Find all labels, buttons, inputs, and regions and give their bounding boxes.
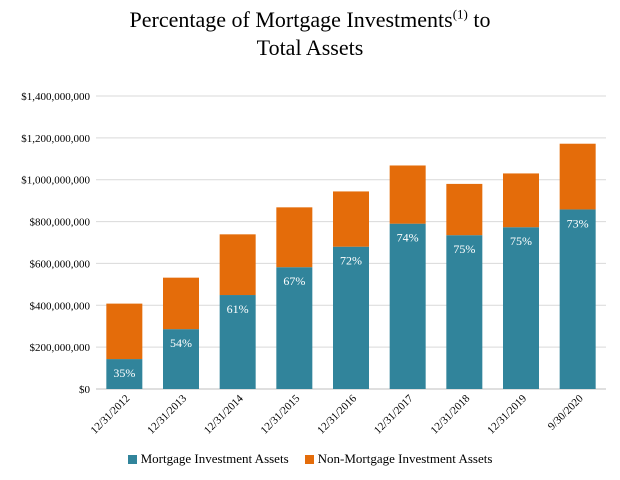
- x-tick-label: 12/31/2019: [485, 392, 529, 436]
- y-tick-label: $1,400,000,000: [21, 91, 90, 103]
- x-tick-label: 12/31/2015: [259, 392, 303, 436]
- bar-non-mortgage: [219, 234, 256, 296]
- chart-title: Percentage of Mortgage Investments(1) to…: [0, 6, 620, 62]
- bar-non-mortgage: [503, 173, 539, 228]
- x-tick-label: 12/31/2014: [202, 392, 246, 436]
- y-tick-label: $0: [79, 384, 91, 396]
- y-tick-label: $1,000,000,000: [21, 175, 90, 187]
- legend-item: Mortgage Investment Assets: [127, 451, 289, 467]
- x-tick-label: 12/31/2018: [429, 392, 473, 436]
- y-tick-label: $800,000,000: [30, 217, 91, 229]
- x-axis: 12/31/2012 12/31/2013 12/31/2014 12/31/2015…: [89, 392, 587, 436]
- legend: Mortgage Investment Assets Non-Mortgage I…: [0, 451, 620, 468]
- y-axis: $0 $200,000,000 $400,000,000 $600,000,000 $8…: [21, 91, 90, 396]
- bars: 35% 54% 61% 67% 72% 74% 75% 75% 73%: [106, 143, 596, 389]
- legend-label: Non-Mortgage Investment Assets: [317, 451, 493, 466]
- legend-item: Non-Mortgage Investment Assets: [304, 451, 493, 467]
- y-tick-label: $1,200,000,000: [21, 133, 90, 145]
- title-superscript: (1): [452, 6, 468, 22]
- title-main: Percentage of Mortgage Investments: [129, 7, 453, 32]
- chart-plot: $0 $200,000,000 $400,000,000 $600,000,000 $8…: [21, 91, 606, 437]
- legend-swatch: [127, 454, 137, 464]
- bar-mortgage: [559, 209, 596, 389]
- bar-mortgage: [219, 295, 256, 389]
- bar-non-mortgage: [559, 143, 596, 210]
- bar-non-mortgage: [446, 183, 483, 236]
- x-tick-label: 12/31/2013: [145, 392, 189, 436]
- data-label: 75%: [510, 234, 532, 248]
- bar-mortgage: [333, 246, 369, 389]
- title-end: to: [467, 7, 491, 32]
- data-label: 72%: [340, 254, 362, 268]
- bar-non-mortgage: [106, 303, 143, 360]
- data-label: 61%: [227, 302, 249, 316]
- bar-mortgage: [503, 227, 539, 389]
- bar-mortgage: [163, 329, 199, 389]
- data-label: 75%: [453, 242, 475, 256]
- bar-non-mortgage: [333, 191, 369, 247]
- bar-non-mortgage: [163, 277, 199, 330]
- data-label: 73%: [567, 216, 589, 230]
- x-tick-label: 12/31/2017: [372, 392, 416, 436]
- bar-mortgage: [276, 267, 313, 389]
- x-tick-label: 9/30/2020: [546, 392, 586, 432]
- data-label: 67%: [283, 274, 305, 288]
- legend-swatch: [304, 454, 314, 464]
- bar-mortgage: [446, 235, 483, 389]
- y-tick-label: $400,000,000: [30, 300, 91, 312]
- x-tick-label: 12/31/2016: [315, 392, 359, 436]
- bar-non-mortgage: [389, 165, 426, 224]
- y-tick-label: $200,000,000: [30, 342, 91, 354]
- legend-label: Mortgage Investment Assets: [140, 451, 289, 466]
- bar-non-mortgage: [276, 207, 313, 268]
- data-label: 54%: [170, 336, 192, 350]
- title-line-2: Total Assets: [256, 35, 364, 60]
- bar-mortgage: [106, 359, 143, 389]
- data-label: 74%: [397, 231, 419, 245]
- data-label: 35%: [113, 366, 135, 380]
- bar-mortgage: [389, 223, 426, 389]
- y-tick-label: $600,000,000: [30, 258, 91, 270]
- x-tick-label: 12/31/2012: [89, 393, 133, 437]
